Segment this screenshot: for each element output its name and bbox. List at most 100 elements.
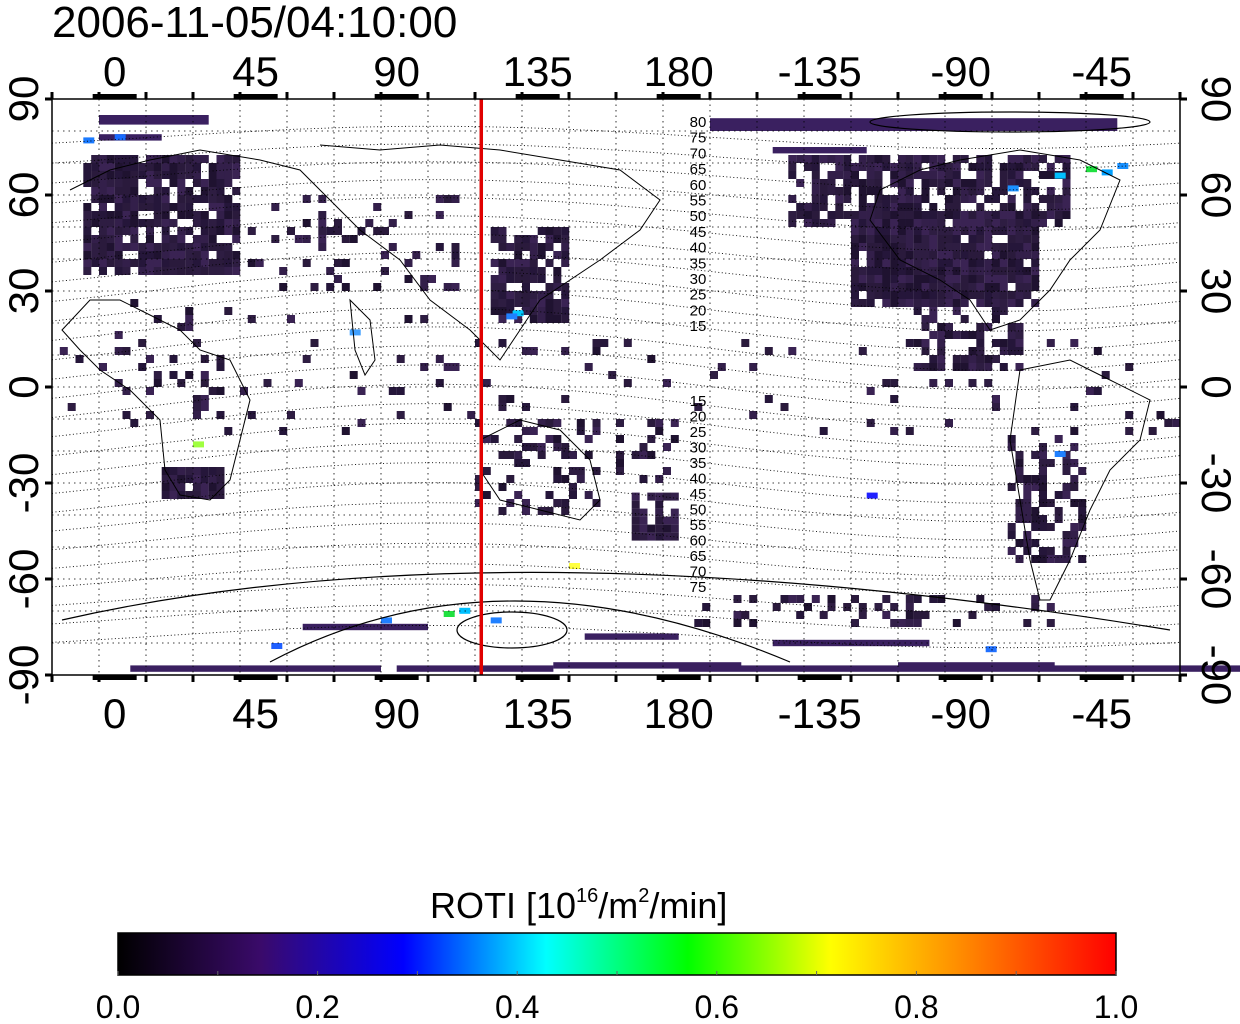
roti-cell — [177, 267, 186, 275]
roti-cell — [537, 419, 546, 427]
roti-cell — [514, 235, 523, 243]
roti-cell — [670, 524, 679, 533]
roti-cell — [498, 259, 507, 267]
roti-cell — [83, 267, 92, 275]
roti-cell — [153, 179, 162, 187]
roti-cell — [130, 179, 139, 187]
roti-cell — [898, 235, 906, 243]
roti-cell — [561, 347, 570, 355]
roti-hotspot-cell — [443, 611, 455, 617]
roti-cell — [443, 283, 452, 291]
roti-hotspot-cell — [1086, 166, 1097, 173]
right-tick — [1180, 673, 1187, 677]
roti-cell — [287, 411, 295, 419]
colorbar-tick-label: 0.6 — [695, 989, 739, 1024]
magnetic-contour-line — [51, 307, 1181, 352]
roti-cell — [929, 211, 938, 219]
roti-cell — [937, 211, 946, 219]
roti-cell — [529, 275, 538, 283]
roti-cell — [647, 355, 656, 363]
roti-cell — [866, 171, 875, 179]
roti-cell — [992, 259, 1000, 267]
roti-cell — [874, 219, 883, 227]
roti-cell — [866, 163, 875, 171]
roti-cell — [898, 267, 906, 275]
roti-cell — [208, 179, 217, 187]
roti-cell — [929, 243, 938, 251]
roti-cell — [232, 203, 241, 211]
roti-cell — [91, 219, 100, 227]
roti-cell — [130, 187, 139, 195]
roti-cell — [576, 467, 585, 475]
roti-cell — [592, 419, 601, 427]
roti-cell — [1070, 475, 1079, 483]
roti-cell — [146, 259, 154, 267]
roti-cell — [937, 243, 946, 251]
roti-cell — [670, 419, 679, 427]
polar-band-cell — [584, 633, 679, 640]
roti-cell — [710, 371, 718, 379]
roti-cell — [553, 283, 562, 291]
roti-cell — [811, 163, 820, 171]
roti-cell — [185, 203, 194, 211]
left-latitude-label: 0 — [0, 375, 47, 398]
roti-cell — [130, 243, 139, 251]
roti-cell — [827, 171, 836, 179]
colorbar-ticks — [117, 971, 1117, 975]
roti-cell — [655, 419, 664, 427]
equatorial-scattered-cells — [59, 339, 1181, 435]
roti-cell — [161, 475, 170, 483]
roti-cell — [952, 251, 961, 259]
roti-cell — [106, 211, 115, 219]
roti-cell — [561, 283, 570, 291]
roti-cell — [294, 379, 303, 387]
roti-cell — [545, 419, 554, 427]
coastline-path — [1009, 359, 1151, 601]
roti-cell — [984, 163, 993, 171]
top-longitude-label: -90 — [930, 48, 991, 95]
roti-cell — [592, 427, 601, 435]
roti-cell — [874, 163, 883, 171]
roti-cell — [318, 243, 327, 251]
south-america-cells — [1007, 435, 1087, 563]
polar-band-cell — [772, 147, 867, 154]
roti-cell — [1007, 251, 1016, 259]
roti-cell — [216, 163, 225, 171]
magnetic-contour-label: 35 — [690, 455, 707, 472]
roti-cell — [858, 347, 867, 355]
top-tick — [332, 92, 336, 99]
roti-cell — [435, 243, 444, 251]
roti-cell — [498, 275, 507, 283]
roti-cell — [851, 267, 859, 275]
roti-cell — [310, 283, 319, 291]
roti-cell — [788, 595, 797, 603]
roti-cell — [522, 235, 530, 243]
roti-cell — [968, 611, 977, 619]
roti-cell — [193, 171, 201, 179]
south-coast-line — [61, 571, 1171, 631]
roti-cell — [1023, 499, 1032, 507]
roti-cell — [882, 283, 891, 291]
roti-cell — [185, 323, 194, 331]
roti-cell — [984, 603, 993, 611]
roti-cell — [929, 299, 938, 307]
roti-cell — [287, 315, 295, 323]
roti-cell — [937, 235, 946, 243]
roti-cell — [952, 155, 961, 163]
roti-cell — [153, 371, 162, 379]
roti-cell — [122, 243, 131, 251]
roti-cell — [1070, 459, 1079, 467]
roti-cell — [216, 179, 225, 187]
roti-cell — [106, 219, 115, 227]
roti-cell — [874, 187, 883, 195]
roti-hotspot-cell — [569, 563, 580, 569]
roti-cell — [945, 227, 953, 235]
roti-cell — [467, 411, 476, 419]
roti-cell — [561, 475, 570, 483]
roti-cell — [522, 307, 530, 315]
roti-cell — [1007, 267, 1016, 275]
roti-cell — [114, 163, 123, 171]
roti-cell — [945, 379, 953, 387]
roti-cell — [216, 251, 225, 259]
roti-cell — [631, 532, 640, 541]
